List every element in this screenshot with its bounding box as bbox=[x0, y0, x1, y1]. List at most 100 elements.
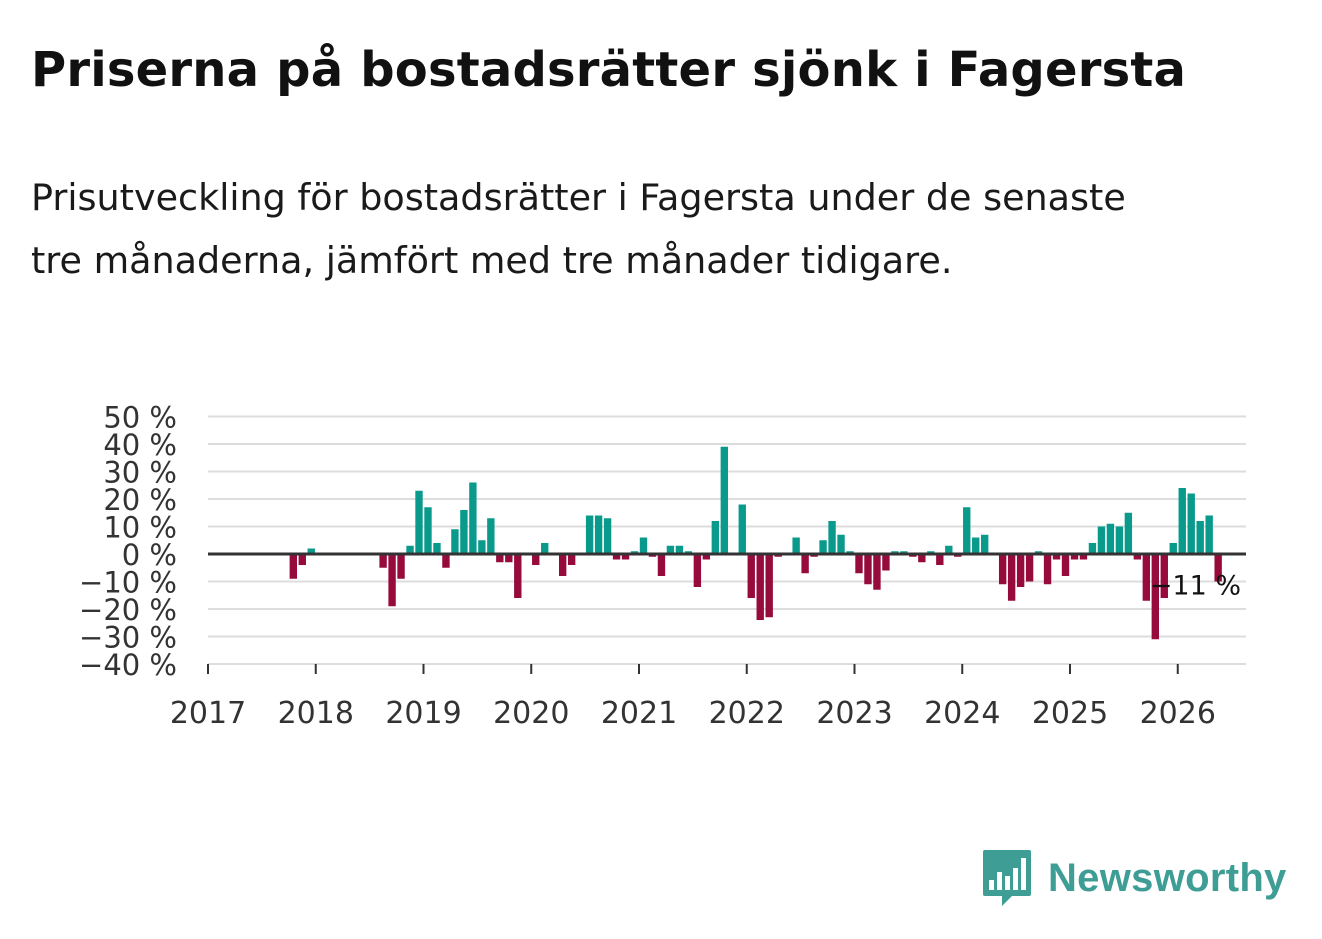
bar bbox=[289, 554, 297, 579]
x-tick-label: 2022 bbox=[709, 696, 785, 731]
bar bbox=[666, 545, 675, 554]
bar bbox=[594, 515, 603, 554]
bar bbox=[747, 554, 755, 598]
bar bbox=[711, 521, 720, 554]
bar bbox=[612, 554, 621, 560]
bar bbox=[585, 515, 594, 554]
y-axis-labels: 50 %40 %30 %20 %10 %0 %−10 %−20 %−30 %−4… bbox=[79, 401, 177, 683]
brand-name: Newsworthy bbox=[1048, 855, 1287, 900]
bar bbox=[460, 510, 468, 554]
annotation: −11 % bbox=[1150, 570, 1241, 601]
y-tick-label: 30 % bbox=[103, 456, 177, 490]
bar bbox=[657, 554, 666, 576]
bar bbox=[442, 554, 450, 568]
bar bbox=[1007, 554, 1016, 601]
bar bbox=[1133, 554, 1142, 560]
y-tick-label: 10 % bbox=[103, 511, 177, 545]
bar bbox=[1115, 526, 1124, 554]
bar bbox=[379, 554, 387, 568]
y-tick-label: 50 % bbox=[103, 401, 177, 435]
bar bbox=[720, 446, 728, 554]
bar bbox=[855, 554, 863, 574]
bar bbox=[765, 554, 773, 618]
y-tick-label: 0 % bbox=[122, 538, 177, 572]
bar bbox=[567, 554, 576, 565]
bar bbox=[1025, 554, 1034, 582]
y-tick-label: −10 % bbox=[79, 566, 177, 600]
bar bbox=[675, 545, 684, 554]
x-tick-label: 2021 bbox=[601, 696, 677, 731]
bar bbox=[532, 554, 540, 565]
bar bbox=[1097, 526, 1106, 554]
bar bbox=[1088, 543, 1097, 554]
bar bbox=[972, 537, 980, 554]
bar bbox=[981, 534, 989, 554]
bar bbox=[397, 554, 405, 579]
bar bbox=[406, 545, 414, 554]
bar bbox=[541, 543, 549, 554]
bar bbox=[963, 507, 971, 554]
bar bbox=[1178, 488, 1186, 554]
bar bbox=[424, 507, 432, 554]
bar bbox=[792, 537, 800, 554]
bar bbox=[298, 554, 306, 565]
bar bbox=[478, 540, 486, 554]
bar bbox=[1142, 554, 1151, 601]
bar bbox=[828, 521, 836, 554]
bar bbox=[1079, 554, 1088, 560]
bar bbox=[1061, 554, 1070, 576]
bar bbox=[1106, 523, 1115, 554]
bar bbox=[388, 554, 396, 607]
x-tick-label: 2026 bbox=[1140, 696, 1216, 731]
bar bbox=[1052, 554, 1061, 560]
bar bbox=[496, 554, 504, 563]
bar bbox=[702, 554, 711, 560]
x-axis: 2017 2018 2019 2020 2021 2022 2023 2024 2025 2026 bbox=[170, 552, 1246, 731]
y-tick-label: 20 % bbox=[103, 483, 177, 517]
newsworthy-logo: Newsworthy bbox=[980, 846, 1287, 910]
bar bbox=[487, 518, 495, 554]
bars bbox=[289, 446, 1222, 640]
bar bbox=[514, 554, 522, 598]
bar bbox=[451, 529, 459, 554]
bar bbox=[936, 554, 944, 565]
bar bbox=[837, 534, 845, 554]
x-tick-label: 2023 bbox=[816, 696, 892, 731]
x-tick-label: 2018 bbox=[278, 696, 354, 731]
bar bbox=[1214, 554, 1222, 582]
bar bbox=[415, 490, 423, 554]
price-change-bar-chart: 50 %40 %30 %20 %10 %0 %−10 %−20 %−30 %−4… bbox=[79, 401, 1246, 731]
bar bbox=[469, 482, 477, 554]
bar bbox=[1043, 554, 1052, 585]
bar bbox=[1016, 554, 1025, 587]
bar bbox=[882, 554, 890, 571]
chart-title: Priserna på bostadsrätter sjönk i Fagers… bbox=[31, 42, 1187, 98]
bar bbox=[1196, 521, 1204, 554]
bar bbox=[801, 554, 809, 574]
bar bbox=[864, 554, 872, 585]
bar bbox=[873, 554, 881, 590]
bar bbox=[998, 554, 1007, 585]
bar bbox=[1124, 512, 1133, 554]
bar bbox=[1151, 554, 1159, 640]
bar bbox=[756, 554, 764, 620]
bar bbox=[1070, 554, 1079, 560]
bar bbox=[558, 554, 567, 576]
bar bbox=[505, 554, 513, 563]
bar bbox=[945, 545, 953, 554]
bar bbox=[621, 554, 630, 560]
y-tick-label: −20 % bbox=[79, 593, 177, 627]
bar bbox=[918, 554, 926, 563]
bar bbox=[693, 554, 702, 587]
bar bbox=[1187, 493, 1195, 554]
y-tick-label: 40 % bbox=[103, 428, 177, 462]
x-tick-label: 2024 bbox=[924, 696, 1000, 731]
bar bbox=[433, 543, 441, 554]
bar-chart-speech-bubble-icon bbox=[983, 850, 1031, 906]
bar bbox=[1205, 515, 1213, 554]
bar bbox=[819, 540, 827, 554]
bar bbox=[1169, 543, 1177, 554]
bar bbox=[603, 518, 612, 554]
bar bbox=[1160, 554, 1168, 598]
y-tick-label: −40 % bbox=[79, 648, 177, 682]
